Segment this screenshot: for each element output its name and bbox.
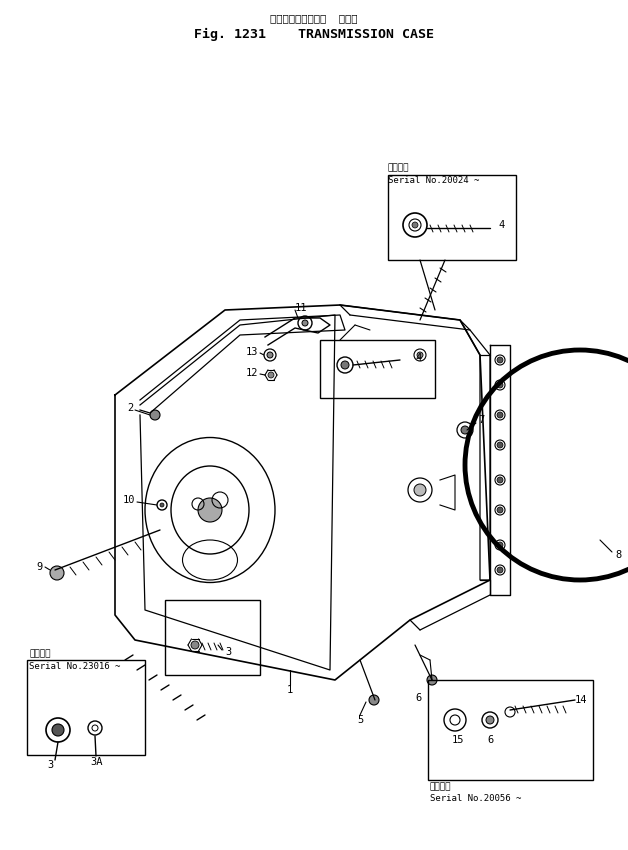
Text: 2: 2	[127, 403, 133, 413]
Circle shape	[150, 410, 160, 420]
Circle shape	[369, 695, 379, 705]
Text: 3: 3	[225, 647, 231, 657]
Text: Serial No.23016 ~: Serial No.23016 ~	[29, 662, 121, 671]
Text: 4: 4	[415, 353, 421, 363]
Circle shape	[497, 477, 503, 483]
Text: Serial No.20024 ~: Serial No.20024 ~	[388, 176, 479, 185]
Bar	[27, 660, 145, 755]
Circle shape	[497, 542, 503, 548]
Bar	[428, 680, 593, 780]
Circle shape	[268, 372, 274, 378]
Text: 3: 3	[47, 760, 53, 770]
Text: 11: 11	[295, 303, 308, 313]
Text: 5: 5	[357, 715, 363, 725]
Text: 12: 12	[246, 368, 258, 378]
Text: 8: 8	[615, 550, 621, 560]
Text: Serial No.20056 ~: Serial No.20056 ~	[430, 794, 521, 803]
Circle shape	[191, 641, 199, 649]
Circle shape	[497, 412, 503, 418]
Text: 6: 6	[415, 693, 421, 703]
Circle shape	[427, 675, 437, 685]
Text: 6: 6	[487, 735, 493, 745]
Bar	[165, 600, 260, 675]
Text: 9: 9	[37, 562, 43, 572]
Circle shape	[341, 361, 349, 369]
Circle shape	[486, 716, 494, 724]
Text: 適用号機: 適用号機	[29, 649, 50, 658]
Text: Fig. 1231    TRANSMISSION CASE: Fig. 1231 TRANSMISSION CASE	[194, 27, 434, 41]
Circle shape	[461, 426, 469, 434]
Text: 10: 10	[122, 495, 135, 505]
Text: 13: 13	[246, 347, 258, 357]
Circle shape	[267, 352, 273, 358]
Circle shape	[302, 320, 308, 326]
Text: 適用号機: 適用号機	[388, 163, 409, 172]
Text: トランスミッション  ケース: トランスミッション ケース	[270, 13, 358, 23]
Text: 適用号機: 適用号機	[430, 782, 452, 791]
Bar	[388, 175, 516, 260]
Circle shape	[412, 222, 418, 228]
Bar	[320, 340, 435, 398]
Text: 1: 1	[287, 685, 293, 695]
Text: 7: 7	[478, 415, 484, 425]
Text: 4: 4	[498, 220, 504, 230]
Text: 14: 14	[575, 695, 588, 705]
Text: 3A: 3A	[91, 757, 103, 767]
Circle shape	[497, 507, 503, 513]
Circle shape	[497, 382, 503, 388]
Text: 15: 15	[452, 735, 464, 745]
Circle shape	[497, 357, 503, 363]
Circle shape	[50, 566, 64, 580]
Circle shape	[160, 503, 164, 507]
Circle shape	[497, 567, 503, 573]
Circle shape	[198, 498, 222, 522]
Circle shape	[414, 484, 426, 496]
Circle shape	[52, 724, 64, 736]
Circle shape	[497, 442, 503, 448]
Circle shape	[417, 352, 423, 358]
